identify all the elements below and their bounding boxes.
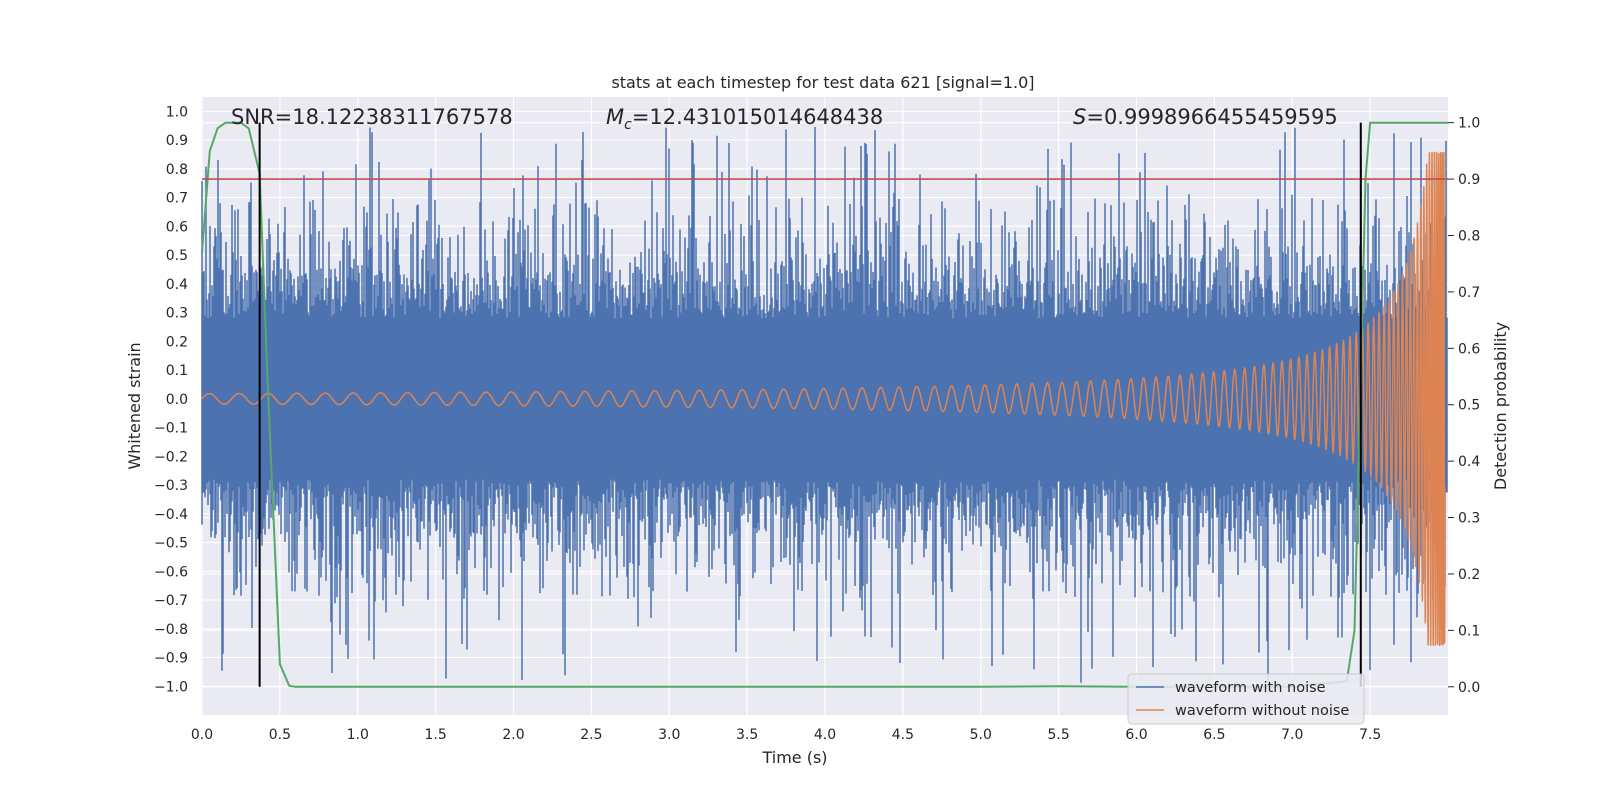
x-tick-label: 0.0 [191,727,213,743]
y-tick-label: −0.2 [154,449,188,465]
y-tick-label: 1.0 [166,104,188,120]
overlays [202,122,1448,687]
waveform-without-noise-series [201,151,1446,646]
y-tick-label: −0.7 [154,593,188,609]
legend-label-clean: waveform without noise [1175,703,1349,719]
y-tick-label: −0.3 [154,478,188,494]
y-tick-label: 0.4 [166,277,188,293]
x-tick-label: 2.5 [580,727,602,743]
x-tick-label: 3.5 [736,727,758,743]
y2-tick-label: 0.7 [1458,285,1480,301]
y2-tick-label: 0.1 [1458,623,1480,639]
legend-box [1127,673,1365,725]
x-tick-label: 6.5 [1203,727,1225,743]
chart-title: stats at each timestep for test data 621… [611,73,1034,92]
s-value: =0.9998966455459595 [1086,105,1337,129]
y2-tick-label: 0.5 [1458,398,1480,414]
x-tick-label: 5.5 [1047,727,1069,743]
snr-annotation: SNR=18.12238311767578 [231,105,513,129]
y2-tick-label: 1.0 [1458,116,1480,132]
y-tick-label: 0.0 [166,392,188,408]
y-axis-label: Whitened strain [125,342,144,469]
y-tick-label: −0.8 [154,622,188,638]
chirp-mass-subscript: c [624,117,632,133]
x-tick-label: 7.0 [1281,727,1303,743]
x-tick-label: 3.0 [658,727,680,743]
chirp-mass-annotation: Mc=12.431015014648438 [606,105,883,133]
clean-waveform-line [201,151,1446,646]
y-tick-label: 0.7 [166,191,188,207]
y2-axis-ticks: 1.0 0.9 0.8 0.7 0.6 0.5 0.4 0.3 0.2 0.1 0.0 [1448,116,1480,696]
y-tick-label: −0.1 [154,421,188,437]
y2-tick-label: 0.2 [1458,567,1480,583]
chirp-mass-symbol: M [606,105,624,129]
s-symbol: S [1073,105,1086,129]
y-tick-label: −0.6 [154,564,188,580]
y-tick-label: 0.6 [166,219,188,235]
y2-tick-label: 0.3 [1458,511,1480,527]
y2-tick-label: 0.8 [1458,228,1480,244]
x-tick-label: 6.0 [1125,727,1147,743]
x-axis-ticks: 0.0 0.5 1.0 1.5 2.0 2.5 3.0 3.5 4.0 4.5 5.0 5.5 6.0 6… [191,727,1381,743]
x-tick-label: 4.5 [892,727,914,743]
x-tick-label: 2.0 [502,727,524,743]
detection-probability-series [201,121,1448,688]
y2-tick-label: 0.9 [1458,172,1480,188]
y-tick-label: −0.4 [154,507,188,523]
x-tick-label: 0.5 [269,727,291,743]
y-tick-label: −0.9 [154,651,188,667]
x-tick-label: 5.0 [970,727,992,743]
x-axis-label: Time (s) [761,748,827,767]
x-tick-label: 4.0 [814,727,836,743]
y-tick-label: 0.3 [166,306,188,322]
legend: waveform with noise waveform without noi… [1127,673,1365,725]
y-tick-label: 0.2 [166,334,188,350]
x-tick-label: 1.0 [347,727,369,743]
detection-probability-line [201,121,1448,688]
x-tick-label: 7.5 [1359,727,1381,743]
y2-axis-label: Detection probability [1491,322,1510,490]
y-tick-label: 0.9 [166,133,188,149]
y-tick-label: 0.5 [166,248,188,264]
legend-label-noisy: waveform with noise [1175,680,1326,696]
chirp-mass-value: =12.431015014648438 [632,105,883,129]
y2-tick-label: 0.6 [1458,341,1480,357]
y-tick-label: 0.8 [166,162,188,178]
y2-tick-label: 0.4 [1458,454,1480,470]
y-tick-label: −0.5 [154,536,188,552]
y-tick-label: 0.1 [166,363,188,379]
y-tick-label: −1.0 [154,679,188,695]
s-annotation: S=0.9998966455459595 [1073,105,1338,129]
y-axis-ticks: 1.0 0.9 0.8 0.7 0.6 0.5 0.4 0.3 0.2 0.1 0.0 −0.1 −0.… [154,104,188,695]
x-tick-label: 1.5 [424,727,446,743]
y2-tick-label: 0.0 [1458,680,1480,696]
